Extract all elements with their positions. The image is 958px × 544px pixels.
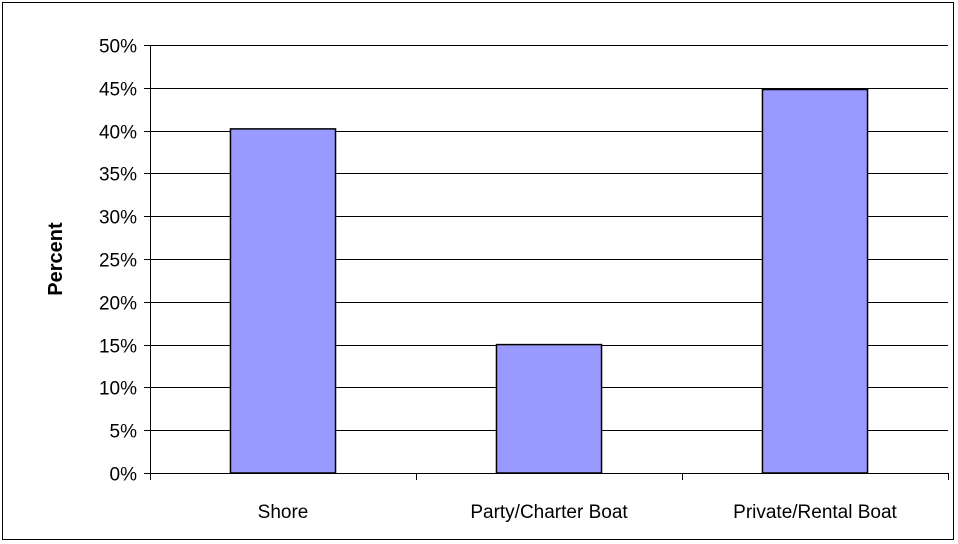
y-tick-label: 20%: [99, 294, 137, 315]
axes: [144, 45, 949, 480]
y-tick-label: 10%: [99, 379, 137, 400]
bar: [495, 343, 603, 474]
y-tick-label: 30%: [99, 208, 137, 229]
y-tick-label: 50%: [99, 37, 137, 58]
bar: [229, 128, 337, 474]
bars: [229, 88, 869, 474]
bar: [761, 88, 869, 474]
y-tick-label: 15%: [99, 337, 137, 358]
y-axis-label: Percent: [45, 222, 67, 296]
y-tick-label: 25%: [99, 251, 137, 272]
x-tick-label: Private/Rental Boat: [733, 502, 897, 523]
y-tick-label: 0%: [110, 465, 138, 486]
x-tick-label: Shore: [258, 502, 309, 523]
x-tick-label: Party/Charter Boat: [470, 502, 628, 523]
y-tick-label: 35%: [99, 165, 137, 186]
y-tick-label: 5%: [110, 422, 138, 443]
labels: Percent 0% 5% 10% 15% 20% 25% 30% 35% 40% 45% 50% S…: [45, 37, 898, 524]
y-tick-label: 40%: [99, 123, 137, 144]
y-tick-label: 45%: [99, 80, 137, 101]
